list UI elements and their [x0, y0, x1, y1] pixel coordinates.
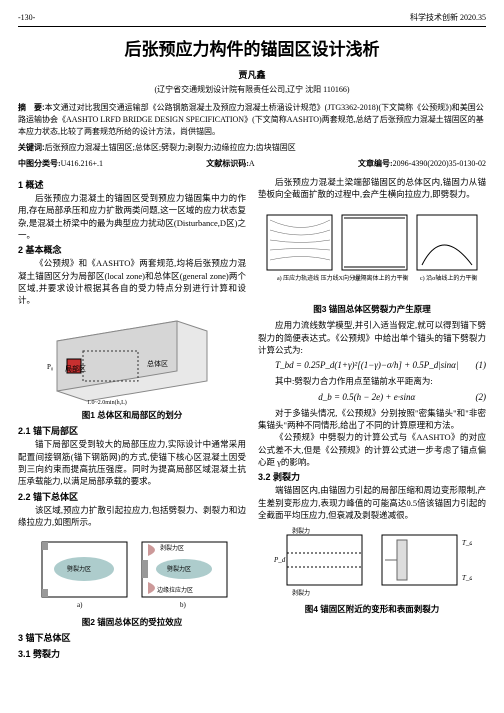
svg-text:b) 隔离体上的力平衡: b) 隔离体上的力平衡 [354, 274, 409, 282]
figure-2-svg: 劈裂力区 a) 剥裂力区 劈裂力区 边缘拉应力区 b) [32, 532, 232, 612]
abstract: 摘 要:本文通过对比我国交通运输部《公路钢筋混凝土及预应力混凝土桥涵设计规范》(… [18, 102, 486, 138]
sec3-title: 3 锚下总体区 [18, 632, 246, 645]
page-number: -130- [18, 12, 35, 24]
svg-text:边缘拉应力区: 边缘拉应力区 [157, 586, 193, 594]
clc: 中图分类号:U416.216+.1 [18, 158, 103, 170]
right-p5: 《公预规》中劈裂力的计算公式与《AASHTO》的对应公式差不大,但是《公预规》的… [258, 431, 486, 468]
author-name: 贾凡鑫 [18, 69, 486, 83]
svg-text:T_a: T_a [462, 539, 472, 547]
svg-text:总体区: 总体区 [147, 359, 168, 368]
doc-code: 文献标识码:A [206, 158, 254, 170]
article-title: 后张预应力构件的锚固区设计浅析 [18, 37, 486, 63]
figure-2: 劈裂力区 a) 剥裂力区 劈裂力区 边缘拉应力区 b) 图2 锚固总体区的受拉效… [18, 532, 246, 628]
svg-text:c) 沿σ轴线上的力平衡: c) 沿σ轴线上的力平衡 [420, 274, 477, 282]
svg-text:P₀: P₀ [47, 363, 54, 371]
page-header: -130- 科学技术创新 2020.35 [18, 12, 486, 27]
svg-text:T_a: T_a [462, 574, 472, 582]
affiliation: (辽宁省交通规划设计院有限责任公司,辽宁 沈阳 110166) [18, 84, 486, 96]
formula-2: d_b = 0.5(h − 2e) + e·sinα(2) [258, 391, 486, 404]
keywords: 关键词:后张预应力混凝土锚固区;总体区;劈裂力;剥裂力;边缘拉应力;齿块锚固区 [18, 142, 486, 154]
sec21-p1: 锚下局部区受到较大的局部压应力,实际设计中通常采用配置间接钢筋(锚下钢筋网)的方… [18, 438, 246, 487]
svg-text:a): a) [77, 601, 83, 609]
svg-text:剥裂力区: 剥裂力区 [160, 544, 184, 552]
article-id: 文章编号:2096-4390(2020)35-0130-02 [358, 158, 486, 170]
journal-name: 科学技术创新 2020.35 [410, 12, 486, 24]
figure-1: 局部区 总体区 P₀ 1.0~2.0min(h,L) 图1 总体区和局部区的划分 [18, 311, 246, 422]
figure-4: 剥裂力 剥裂力 P_d T_a T_a 图4 锚固区附近的变形和表面剥裂力 [258, 525, 486, 616]
formula-1: T_bd = 0.25P_d(1+γ)²[(1−γ)−σ/h] + 0.5P_d… [258, 359, 486, 372]
figure-4-svg: 剥裂力 剥裂力 P_d T_a T_a [272, 525, 472, 600]
sec31-title: 3.1 劈裂力 [18, 648, 246, 661]
svg-text:P_d: P_d [273, 556, 286, 564]
svg-text:劈裂力区: 劈裂力区 [67, 565, 91, 573]
right-p1: 后张预应力混凝土梁端部锚固区的总体区内,锚固力从锚垫板向全截面扩散的过程中,会产… [258, 176, 486, 201]
sec22-title: 2.2 锚下总体区 [18, 491, 246, 504]
fig1-caption: 图1 总体区和局部区的划分 [18, 409, 246, 421]
svg-text:剥裂力: 剥裂力 [292, 527, 310, 535]
right-p4: 对于多锚头情况,《公预规》分别按照"密集锚头"和"非密集锚头"两种不同情形,给出… [258, 407, 486, 432]
sec2-p1: 《公预规》和《AASHTO》两套规范,均将后张预应力混凝土锚固区分为局部区(lo… [18, 257, 246, 306]
fig3-caption: 图3 锚固总体区劈裂力产生原理 [258, 303, 486, 315]
sec1-title: 1 概述 [18, 179, 246, 192]
svg-text:剥裂力: 剥裂力 [292, 589, 310, 597]
abstract-text: 本文通过对比我国交通运输部《公路钢筋混凝土及预应力混凝土桥涵设计规范》(JTG3… [18, 103, 484, 136]
fig4-caption: 图4 锚固区附近的变形和表面剥裂力 [258, 603, 486, 615]
svg-text:局部区: 局部区 [65, 364, 86, 373]
sec32-title: 3.2 剥裂力 [258, 471, 486, 484]
keywords-text: 后张预应力混凝土锚固区;总体区;劈裂力;剥裂力;边缘拉应力;齿块锚固区 [45, 143, 296, 152]
right-p2: 应用力流线数学模型,并引入适当假定,就可以得到锚下劈裂力的简便表达式。《公预规》… [258, 319, 486, 356]
figure-1-svg: 局部区 总体区 P₀ 1.0~2.0min(h,L) [37, 311, 227, 406]
svg-text:b): b) [180, 601, 187, 609]
fig2-caption: 图2 锚固总体区的受拉效应 [18, 616, 246, 628]
figure-3-svg: a) 压应力轨迹线 压力线X向分量 b) 隔离体上的力平衡 c) 沿σ轴线上的力… [262, 205, 482, 300]
sec2-title: 2 基本概念 [18, 244, 246, 257]
svg-text:a) 压应力轨迹线 压力线X向分量: a) 压应力轨迹线 压力线X向分量 [277, 274, 361, 282]
sec21-title: 2.1 锚下局部区 [18, 425, 246, 438]
meta-row: 中图分类号:U416.216+.1 文献标识码:A 文章编号:2096-4390… [18, 158, 486, 170]
figure-3: a) 压应力轨迹线 压力线X向分量 b) 隔离体上的力平衡 c) 沿σ轴线上的力… [258, 205, 486, 316]
left-column: 1 概述 后张预应力混凝土的锚固区受到预应力锚固集中力的作用,存在局部承压和应力… [18, 176, 246, 661]
right-p3: 其中:劈裂力合力作用点至锚前水平距离为: [258, 375, 486, 387]
svg-text:劈裂力区: 劈裂力区 [167, 565, 191, 573]
sec22-p1: 该区域,预应力扩散引起拉应力,包括劈裂力、剥裂力和边缘拉应力,如图所示。 [18, 504, 246, 529]
sec1-p1: 后张预应力混凝土的锚固区受到预应力锚固集中力的作用,存在局部承压和应力扩散两类问… [18, 192, 246, 241]
right-column: 后张预应力混凝土梁端部锚固区的总体区内,锚固力从锚垫板向全截面扩散的过程中,会产… [258, 176, 486, 661]
keywords-label: 关键词: [18, 143, 45, 152]
sec32-p1: 端锚固区内,由锚固力引起的局部压缩和周边变形限制,产生差别变形应力,表现力峰值的… [258, 484, 486, 521]
abstract-label: 摘 要: [18, 103, 45, 112]
svg-text:1.0~2.0min(h,L): 1.0~2.0min(h,L) [87, 399, 127, 406]
